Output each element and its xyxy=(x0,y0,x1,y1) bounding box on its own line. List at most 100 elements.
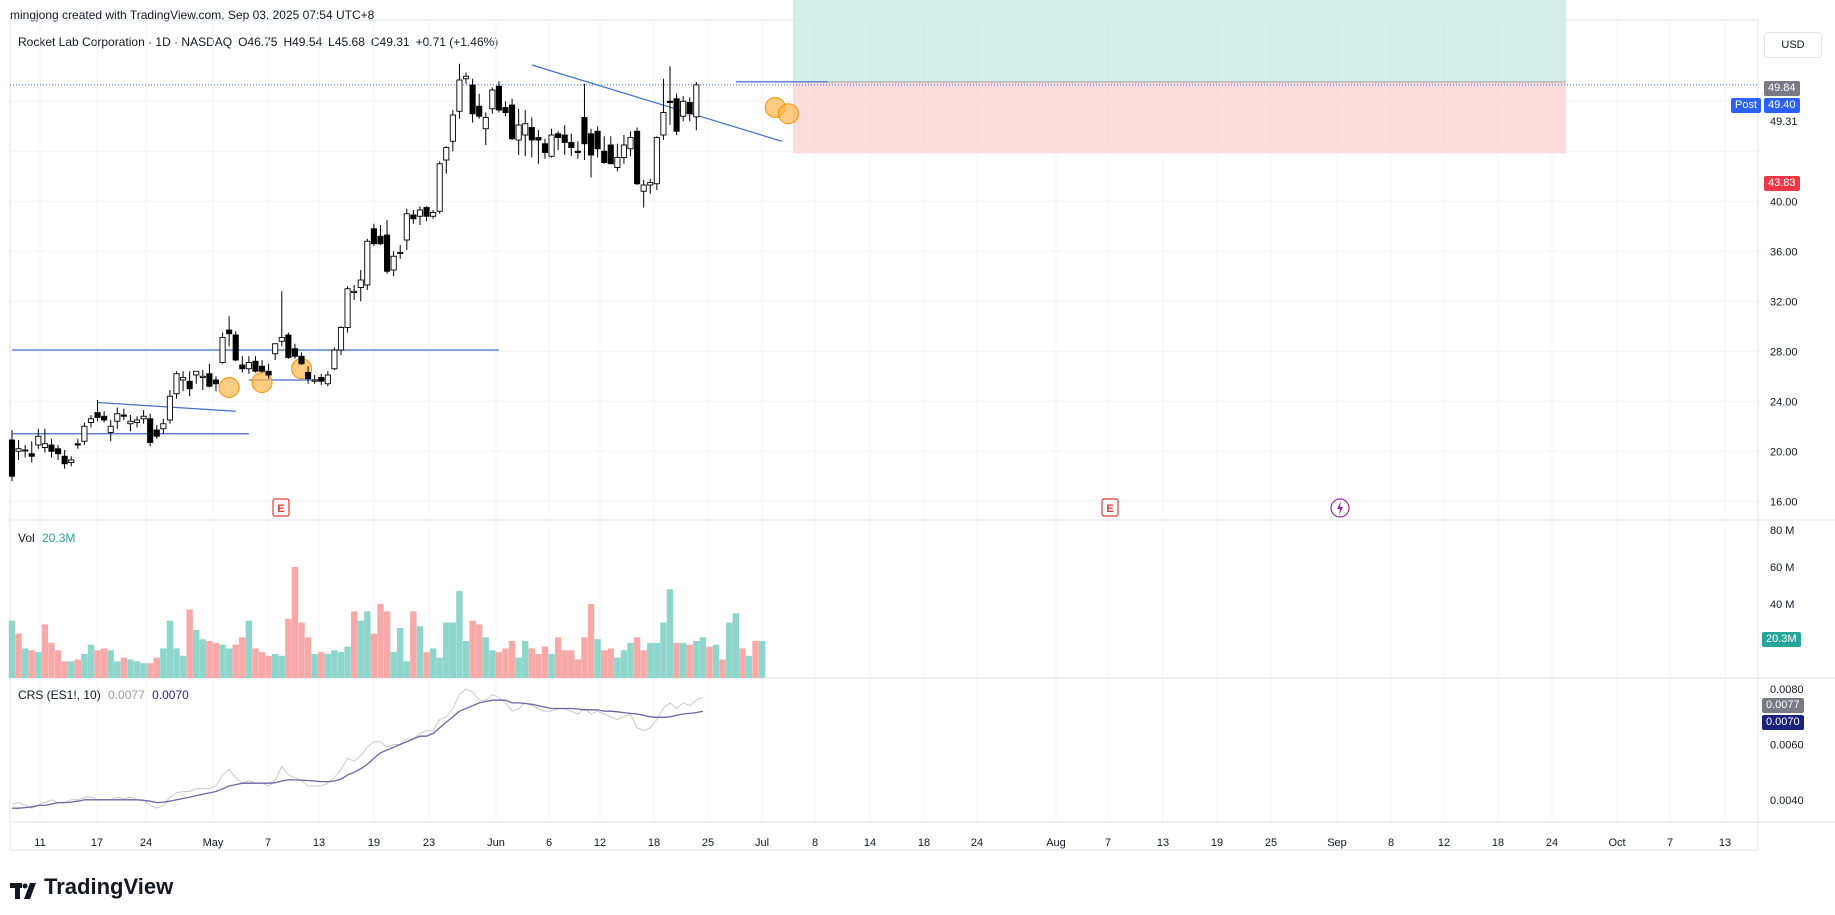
volume-bar xyxy=(285,618,292,678)
volume-bar xyxy=(193,629,200,678)
crs-tick-label: 0.0080 xyxy=(1770,684,1804,696)
volume-bar xyxy=(291,567,299,678)
candle-body xyxy=(166,395,173,421)
x-tick-label: 24 xyxy=(1546,837,1558,849)
candle-body xyxy=(193,370,200,376)
candle-body xyxy=(127,420,134,425)
candle-body xyxy=(614,157,621,168)
volume-bar xyxy=(153,657,160,678)
volume-bar xyxy=(594,639,601,678)
volume-bar xyxy=(364,611,371,678)
candle-body xyxy=(199,375,206,378)
volume-bar xyxy=(673,642,680,678)
candle-body xyxy=(311,379,318,382)
tradingview-logo[interactable]: TradingView xyxy=(10,874,173,900)
x-tick-label: 19 xyxy=(368,837,380,849)
volume-bar xyxy=(739,648,746,678)
volume-bar xyxy=(449,622,457,678)
crs-line xyxy=(11,688,704,809)
candle-body xyxy=(416,209,424,217)
candle-body xyxy=(561,134,568,143)
symbol-name[interactable]: Rocket Lab Corporation · 1D · NASDAQ xyxy=(18,35,233,49)
volume-bar xyxy=(436,657,443,678)
target-zone xyxy=(793,0,1566,82)
candle-body xyxy=(653,137,660,185)
volume-bar xyxy=(469,620,476,678)
volume-bar xyxy=(699,637,707,678)
candle-body xyxy=(160,423,167,430)
lightning-icon xyxy=(1337,501,1343,515)
x-tick-label: 25 xyxy=(702,837,714,849)
candle-body xyxy=(61,455,68,465)
x-tick-label: Aug xyxy=(1046,837,1066,849)
volume-bar xyxy=(693,641,700,678)
volume-bar xyxy=(429,648,437,678)
volume-bar xyxy=(640,650,647,678)
currency-button[interactable]: USD xyxy=(1764,32,1822,58)
candle-body xyxy=(423,207,430,217)
volume-bar xyxy=(337,652,345,678)
volume-bar xyxy=(666,589,674,678)
volume-bar xyxy=(133,661,141,678)
x-tick-label: 18 xyxy=(648,837,660,849)
earnings-badge xyxy=(1101,498,1119,517)
candle-body xyxy=(120,414,127,417)
volume-bar xyxy=(522,641,529,678)
price-tick-label: 36.00 xyxy=(1770,246,1798,258)
candle-body xyxy=(601,150,608,163)
volume-bar xyxy=(219,644,226,678)
crs-label: CRS (ES1!, 10) xyxy=(18,688,101,702)
volume-bar xyxy=(173,648,180,678)
candle-body xyxy=(522,123,529,136)
earnings-badge xyxy=(272,498,290,517)
candle-body xyxy=(587,133,595,156)
candle-body xyxy=(8,439,16,477)
candle-body xyxy=(48,444,55,452)
volume-bar xyxy=(581,637,588,678)
x-tick-label: 8 xyxy=(1388,837,1394,849)
candle-body xyxy=(430,212,437,217)
candle-body xyxy=(173,373,180,395)
x-tick-label: 18 xyxy=(918,837,930,849)
volume-bar xyxy=(87,644,95,678)
volume-bar xyxy=(15,633,22,678)
x-tick-label: May xyxy=(203,837,224,849)
volume-bar xyxy=(489,650,496,678)
volume-bar xyxy=(140,663,147,678)
volume-bar xyxy=(8,620,16,678)
earnings-marker: E xyxy=(272,498,290,517)
volume-bar xyxy=(627,642,634,678)
volume-legend: Vol 20.3M xyxy=(18,531,75,545)
volume-bar xyxy=(377,604,384,678)
volume-bar xyxy=(410,611,417,678)
volume-bar xyxy=(614,657,621,678)
volume-bar xyxy=(397,628,404,678)
volume-bar xyxy=(383,611,391,678)
candle-body xyxy=(673,98,680,132)
candle-body xyxy=(476,105,483,117)
volume-bar xyxy=(304,637,312,678)
volume-bar xyxy=(601,650,608,678)
candle-body xyxy=(232,334,239,361)
candle-body xyxy=(541,143,549,153)
candle-body xyxy=(147,418,154,443)
stop-price-tag: 43.83 xyxy=(1764,176,1800,191)
volume-bar xyxy=(502,648,509,678)
volume-bar xyxy=(686,644,693,678)
candle-body xyxy=(410,214,417,220)
legend-close: C49.31 xyxy=(370,35,410,49)
volume-bar xyxy=(443,622,450,678)
candle-body xyxy=(528,127,535,141)
candle-body xyxy=(74,443,81,446)
crs-tick-label: 0.0060 xyxy=(1770,739,1804,751)
chart-attribution: mingjong created with TradingView.com, S… xyxy=(10,8,375,22)
x-tick-label: 12 xyxy=(1438,837,1450,849)
candle-body xyxy=(515,124,522,141)
volume-bar xyxy=(568,650,575,678)
candle-body xyxy=(462,75,470,80)
volume-bar xyxy=(745,655,753,678)
volume-bar xyxy=(712,644,720,678)
volume-bar xyxy=(653,642,661,678)
volume-bar xyxy=(726,622,733,678)
